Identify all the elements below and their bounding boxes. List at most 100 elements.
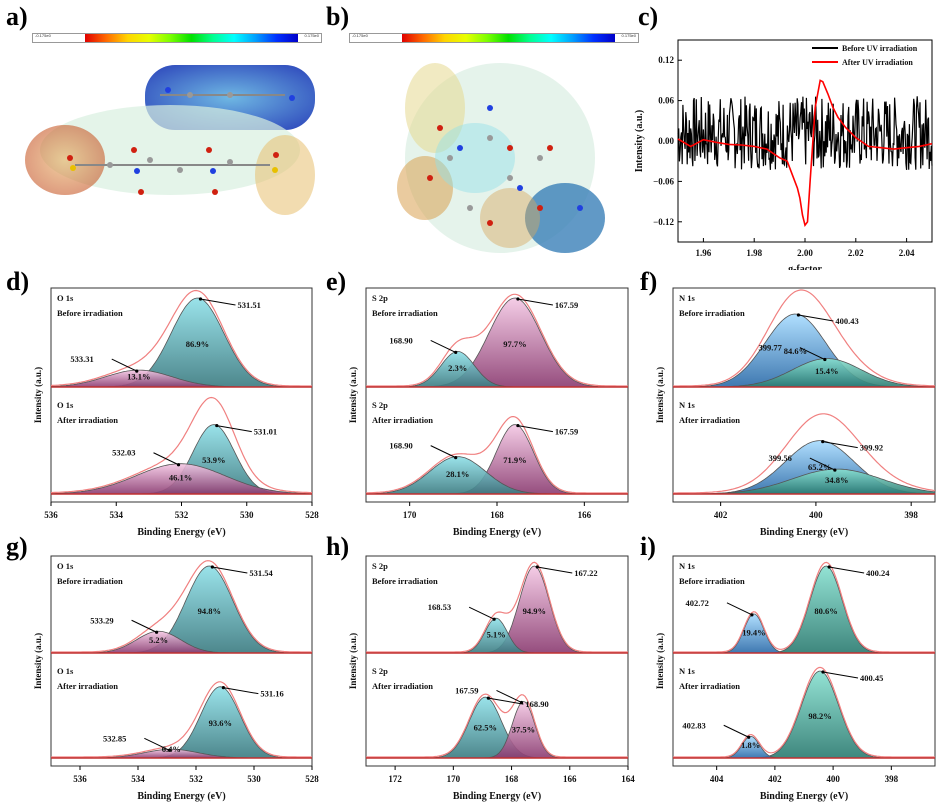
x-tick-label: 2.04 [899,248,915,258]
arrow-head [519,700,524,705]
condition-label: Before irradiation [679,308,745,318]
peak-percent-label: 19.4% [742,627,765,637]
arrow-head [486,696,490,700]
peak-percent-label: 13.1% [127,371,150,381]
arrow-head [454,350,458,354]
series-after-uv [677,79,933,228]
peak-percent-label: 97.7% [503,339,526,349]
condition-label: After irradiation [372,681,433,691]
peak-arrow [212,566,248,574]
peak-arrow [822,441,858,449]
core-level-label: O 1s [57,400,74,410]
core-level-label: N 1s [679,561,696,571]
y-tick-label: 0.00 [658,136,674,146]
peak-percent-label: 84.6% [784,346,807,356]
peak-arrow [822,671,859,679]
arrow-head [210,565,214,569]
envelope-curve [50,289,312,387]
plot-frame [50,555,313,767]
peak-position-label: 533.31 [70,354,93,364]
peak-percent-label: 62.5% [474,723,497,733]
core-level-label: S 2p [372,293,388,303]
panel-label-b: b) [326,2,350,31]
peak-position-label: 402.72 [686,598,709,608]
x-tick-label: 166 [563,774,577,784]
plot-frame [672,555,936,767]
x-axis-label: Binding Energy (eV) [137,791,225,802]
peak-arrow [131,619,157,633]
envelope-curve [366,561,628,653]
envelope-curve [51,560,312,653]
x-axis-label: Binding Energy (eV) [760,791,848,802]
x-tick-label: 2.00 [797,248,813,258]
arrow-head [454,456,458,460]
peak-percent-label: 34.8% [825,475,848,485]
panel-label-c: c) [638,2,659,31]
x-axis-label: Binding Energy (eV) [137,527,225,538]
plot-frame [672,287,936,503]
core-level-label: N 1s [679,400,696,410]
colorbar-min: -0.175e0 [35,33,51,38]
y-axis-label: Intensity (a.u.) [634,110,645,173]
peak-arrow [468,606,495,620]
peak-arrow [430,339,456,353]
arrow-head [154,630,159,634]
peak-position-label: 167.59 [555,300,578,310]
condition-label: After irradiation [57,681,118,691]
arrow-head [535,565,539,569]
peak-percent-label: 93.6% [209,718,232,728]
peak-arrow [829,566,865,574]
panel-label-a: a) [6,2,28,31]
peak-percent-label: 94.8% [198,606,221,616]
peak-arrow [723,724,749,738]
arrow-head [833,468,837,472]
peak-arrow [726,602,753,616]
core-level-label: O 1s [57,561,74,571]
peak-arrow [153,452,179,466]
x-tick-label: 528 [305,510,319,520]
arrow-head [176,463,181,467]
x-axis-label: Binding Energy (eV) [453,791,541,802]
core-level-label: N 1s [679,666,696,676]
peak-position-label: 533.29 [90,615,113,625]
arrow-head [827,565,831,569]
arrow-head [747,735,751,739]
legend-label-before: Before UV irradiation [842,44,918,53]
x-axis-label: Binding Energy (eV) [453,527,541,538]
peak-percent-label: 86.9% [186,339,209,349]
series-before-uv [677,96,933,170]
y-axis-label: Intensity (a.u.) [33,633,43,689]
envelope-curve [366,416,628,494]
y-axis-label: Intensity (a.u.) [33,367,43,423]
panel-label-e: e) [326,267,347,296]
y-tick-label: 0.12 [658,55,674,65]
colorbar-max: 0.175e0 [621,33,636,38]
peak-position-label: 399.56 [768,453,791,463]
legend-label-after: After UV irradiation [842,58,913,67]
peak-percent-label: 37.5% [512,725,535,735]
peak-position-label: 531.16 [260,689,283,699]
x-tick-label: 172 [388,774,402,784]
colorbar-max: 0.175e0 [304,33,319,38]
panel-label-f: f) [640,267,658,296]
y-tick-label: 0.06 [658,96,674,106]
envelope-curve [366,693,628,758]
peak-arrow [517,298,553,306]
y-tick-label: −0.06 [653,176,674,186]
peak-arrow [144,737,170,751]
arrow-head [135,369,139,373]
colorbar-min: -0.175e0 [352,33,368,38]
arrow-head [821,440,825,444]
arrow-head [167,748,171,752]
x-tick-label: 532 [189,774,203,784]
peak-position-label: 168.90 [389,335,412,345]
peak-position-label: 400.24 [866,568,890,578]
x-tick-label: 534 [110,510,124,520]
x-tick-label: 532 [175,510,189,520]
x-tick-label: 398 [904,510,918,520]
peak-position-label: 399.77 [758,343,782,353]
peak-percent-label: 5.2% [149,635,168,645]
panel-label-h: h) [326,532,350,561]
x-tick-label: 166 [578,510,592,520]
core-level-label: S 2p [372,666,388,676]
